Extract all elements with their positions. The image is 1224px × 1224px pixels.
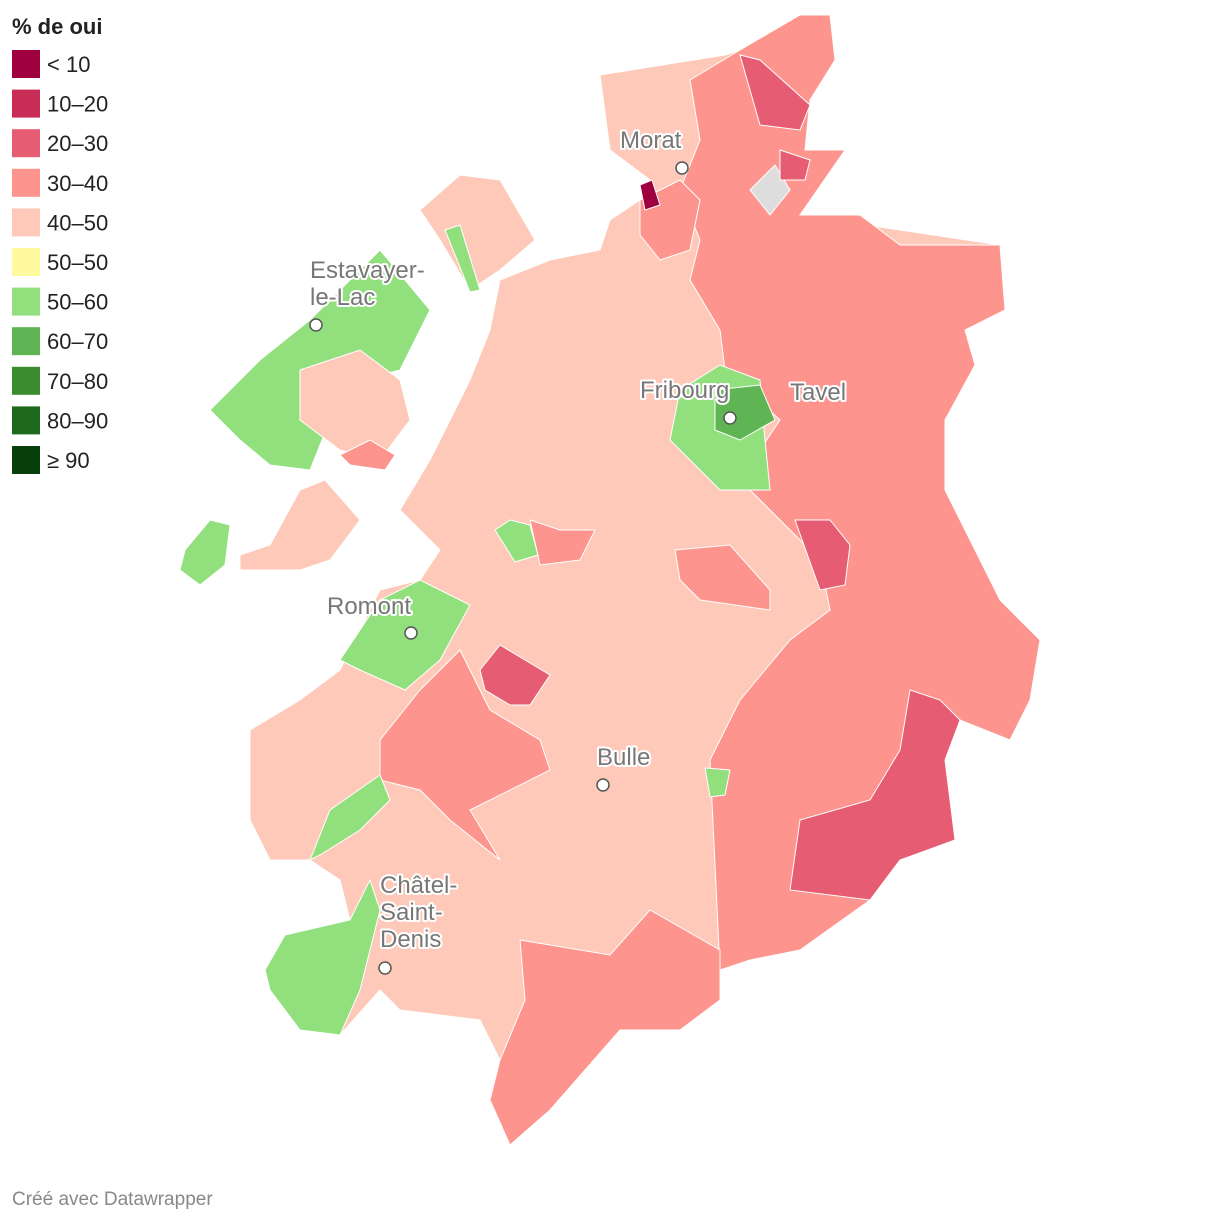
region <box>674 544 771 611</box>
legend-swatch <box>12 50 40 78</box>
region <box>264 878 381 1036</box>
city-marker <box>378 961 392 975</box>
legend-swatch <box>12 406 40 435</box>
legend-label: 10–20 <box>47 92 108 117</box>
region <box>479 644 551 706</box>
city-marker <box>596 778 610 792</box>
legend-title: % de oui <box>12 14 102 39</box>
legend-label: 60–70 <box>47 329 108 354</box>
legend-swatch <box>12 129 40 158</box>
city-label: Bulle <box>597 744 650 771</box>
map <box>179 14 1041 1146</box>
city-marker <box>723 411 737 425</box>
legend-label: < 10 <box>47 52 90 77</box>
legend-swatch <box>12 208 40 237</box>
legend-swatch <box>12 446 40 474</box>
legend-swatch <box>12 168 40 197</box>
region <box>444 224 481 293</box>
legend-label: 50–50 <box>47 250 108 275</box>
city-label: Fribourg <box>640 377 729 404</box>
region <box>639 179 661 211</box>
legend-swatch <box>12 89 40 118</box>
legend-label: ≥ 90 <box>47 448 90 473</box>
city-labels: Morat Estavayer-le-Lac Fribourg Tavel Romont… <box>308 125 848 975</box>
legend-label: 20–30 <box>47 131 108 156</box>
region <box>299 349 411 461</box>
region <box>714 384 776 441</box>
footer-credit: Créé avec Datawrapper <box>12 1189 213 1210</box>
legend-swatch <box>12 287 40 316</box>
legend-swatch <box>12 327 40 356</box>
legend-label: 30–40 <box>47 171 108 196</box>
region <box>789 689 961 901</box>
region <box>239 479 361 571</box>
region <box>419 174 536 291</box>
region <box>489 909 721 1146</box>
city-marker <box>309 318 323 332</box>
city-label: Denis <box>380 926 441 953</box>
city-label: le-Lac <box>310 284 375 311</box>
region <box>179 519 231 586</box>
legend-label: 50–60 <box>47 290 108 315</box>
region <box>309 774 391 862</box>
city-label: Romont <box>327 593 411 620</box>
city-marker <box>675 161 689 175</box>
region <box>494 519 539 563</box>
legend-swatch <box>12 248 40 276</box>
legend-label: 40–50 <box>47 210 108 235</box>
region <box>379 649 551 861</box>
city-marker <box>404 626 418 640</box>
region <box>779 149 811 181</box>
city-label: Estavayer- <box>310 257 425 284</box>
city-label: Tavel <box>790 379 846 406</box>
region <box>704 767 731 798</box>
city-label: Saint- <box>380 899 443 926</box>
legend-label: 80–90 <box>47 408 108 433</box>
legend-label: 70–80 <box>47 369 108 394</box>
legend: % de oui < 10 10–20 20–30 30–40 40–50 50–50 50… <box>12 14 108 474</box>
city-label: Châtel- <box>380 872 457 899</box>
region <box>739 54 811 131</box>
city-label: Morat <box>620 127 682 154</box>
region <box>339 439 396 471</box>
region <box>529 519 596 566</box>
region <box>794 519 851 591</box>
legend-swatch <box>12 366 40 395</box>
